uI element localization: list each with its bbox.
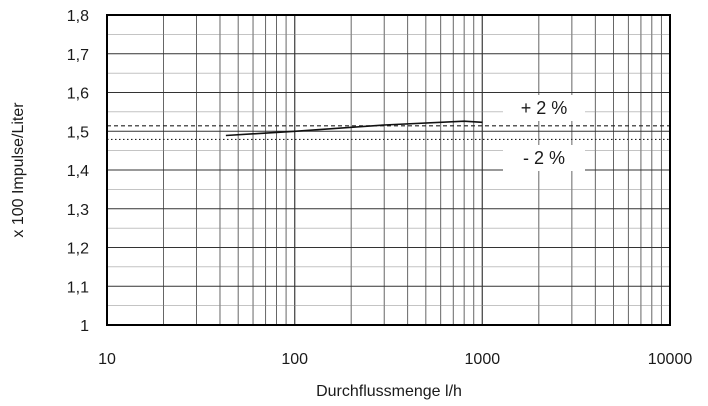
plus-2-percent-label: + 2 % <box>521 98 568 118</box>
y-tick-labels: 1 1,1 1,2 1,3 1,4 1,5 1,6 1,7 1,8 <box>67 8 89 335</box>
plus-label-bg <box>503 95 585 121</box>
series <box>225 120 483 137</box>
x-tick-labels: 10 100 1000 10000 <box>98 351 692 368</box>
y-tick-label: 1,4 <box>67 163 89 180</box>
x-tick-label: 1000 <box>465 351 501 368</box>
y-tick-label: 1,3 <box>67 202 89 219</box>
x-tick-label: 100 <box>281 351 308 368</box>
y-tick-label: 1,5 <box>67 124 89 141</box>
y-tick-label: 1,6 <box>67 86 89 103</box>
plot-frame <box>106 14 671 326</box>
y-tick-label: 1,2 <box>67 241 89 258</box>
x-axis-label: Durchflussmenge l/h <box>316 383 462 400</box>
reference-lines <box>107 125 670 140</box>
series-line <box>225 120 483 137</box>
minus-label-bg <box>503 145 585 171</box>
y-tick-label: 1 <box>80 318 89 335</box>
x-tick-label: 10 <box>98 351 116 368</box>
y-tick-label: 1,7 <box>67 47 89 64</box>
y-tick-label: 1,1 <box>67 279 89 296</box>
grid <box>106 14 671 326</box>
y-tick-label: 1,8 <box>67 8 89 25</box>
y-axis-label: x 100 Impulse/Liter <box>10 102 27 238</box>
x-tick-label: 10000 <box>648 351 693 368</box>
minus-2-percent-label: - 2 % <box>523 148 565 168</box>
